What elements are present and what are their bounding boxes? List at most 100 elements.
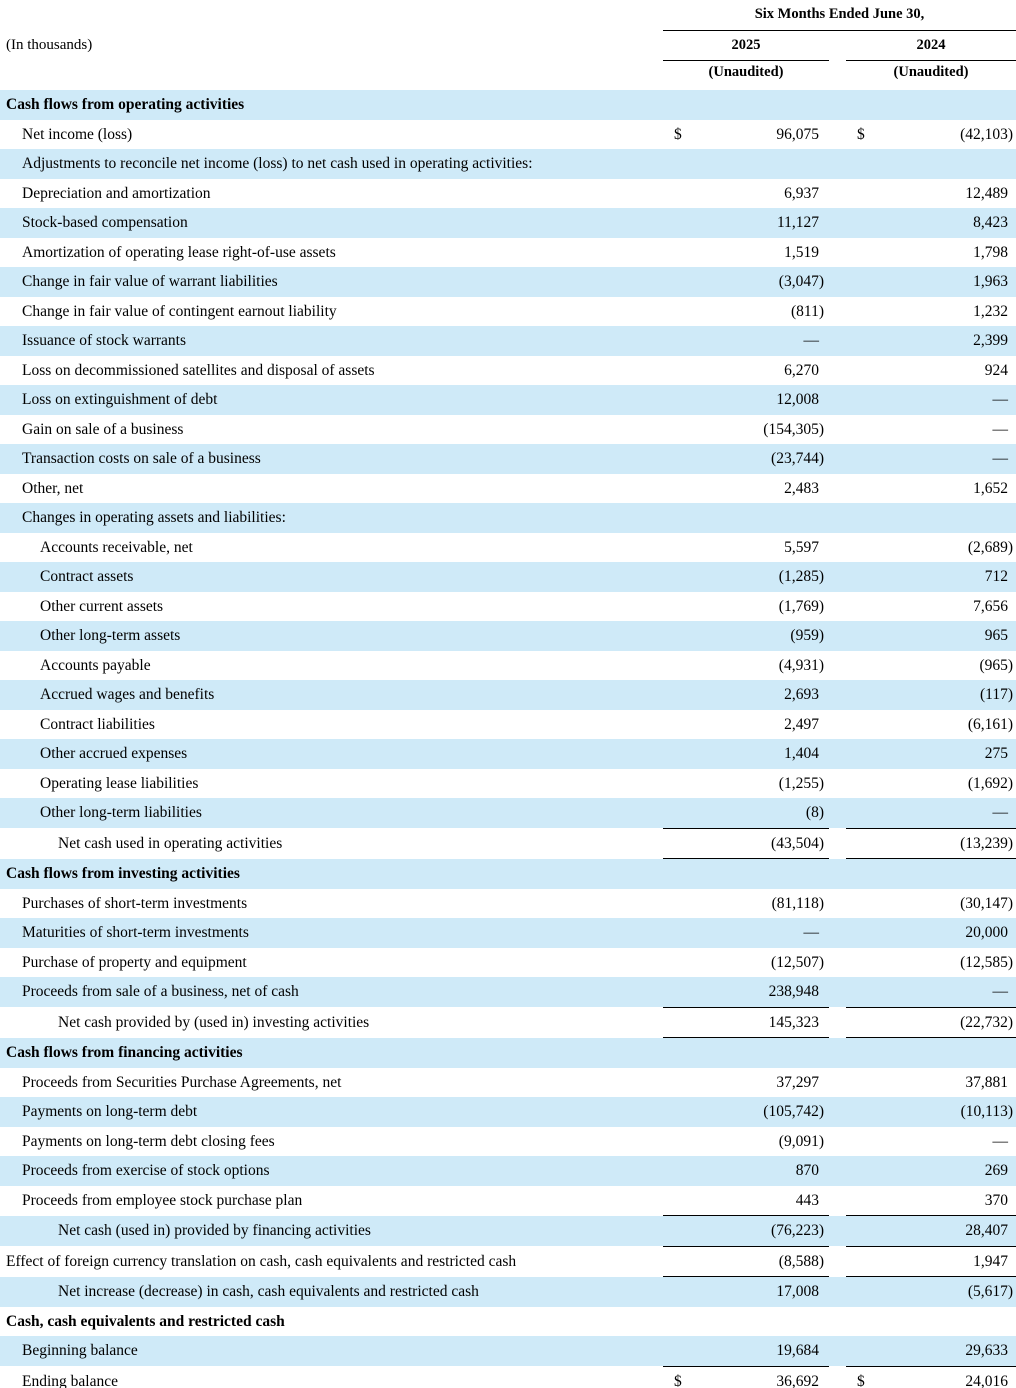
negative-value: (30,147) — [960, 894, 1014, 912]
value-2024: 924 — [984, 361, 1009, 379]
dollar-sign-2024 — [846, 1246, 876, 1277]
value-2025: 19,684 — [695, 1336, 829, 1367]
table-row: Contract assets (1,285) 712 — [0, 562, 1016, 592]
value-2025: 145,323 — [695, 1007, 829, 1038]
column-gap — [829, 297, 846, 327]
dollar-sign-2025: $ — [663, 1366, 695, 1388]
row-label: Loss on extinguishment of debt — [0, 385, 663, 415]
value-2024: (117) — [876, 680, 1016, 710]
value-2025: (1,769) — [695, 592, 829, 622]
negative-value: (76,223) — [771, 1222, 824, 1240]
value-2025 — [695, 149, 829, 179]
row-label: Contract assets — [0, 562, 663, 592]
dollar-sign-2025 — [663, 385, 695, 415]
table-row: Proceeds from Securities Purchase Agreem… — [0, 1068, 1016, 1098]
value-2025: 870 — [695, 1156, 829, 1186]
dollar-sign-2024 — [846, 444, 876, 474]
dollar-sign-2025 — [663, 918, 695, 948]
value-2024: 2,399 — [876, 326, 1016, 356]
value-2025: (43,504) — [695, 828, 829, 859]
value-2024: 965 — [876, 621, 1016, 651]
value-2024: (6,161) — [876, 710, 1016, 740]
value-2025: 37,297 — [776, 1073, 819, 1091]
value-2025: (959) — [695, 621, 829, 651]
dollar-sign-2025 — [663, 1097, 695, 1127]
table-row: Payments on long-term debt (105,742) (10,1… — [0, 1097, 1016, 1127]
column-gap — [829, 61, 846, 85]
dollar-sign-2024 — [846, 621, 876, 651]
dollar-sign-2024: $ — [846, 1366, 876, 1388]
column-gap — [829, 739, 846, 769]
value-2024: 1,652 — [973, 479, 1009, 497]
table-row: Proceeds from exercise of stock options 8… — [0, 1156, 1016, 1186]
table-row: Transaction costs on sale of a business (… — [0, 444, 1016, 474]
dollar-sign-2024 — [846, 1307, 876, 1337]
row-label: Payments on long-term debt — [0, 1097, 663, 1127]
value-2025: (8) — [695, 798, 829, 829]
row-label: Purchases of short-term investments — [22, 894, 248, 912]
value-2024: 12,489 — [965, 184, 1009, 202]
value-2025: (12,507) — [695, 948, 829, 978]
dollar-sign-2024 — [846, 415, 876, 445]
dollar-sign-2025 — [663, 149, 695, 179]
negative-value: (3,047) — [778, 273, 824, 291]
column-gap — [829, 533, 846, 563]
column-gap — [829, 858, 846, 889]
table-row: Net increase (decrease) in cash, cash eq… — [0, 1276, 1016, 1307]
table-row: Beginning balance 19,684 29,633 — [0, 1336, 1016, 1367]
table-row: Other, net 2,483 1,652 — [0, 474, 1016, 504]
value-2025: 6,937 — [784, 184, 819, 202]
row-label: Cash flows from investing activities — [0, 858, 663, 889]
dollar-sign-2024 — [846, 149, 876, 179]
value-2025 — [695, 1307, 829, 1337]
value-2024 — [876, 503, 1016, 533]
value-2024: 1,232 — [973, 302, 1009, 320]
dollar-sign-2025 — [663, 562, 695, 592]
dollar-sign-2025 — [663, 356, 695, 386]
value-2024: 29,633 — [876, 1336, 1016, 1367]
dollar-sign-2024 — [846, 858, 876, 889]
dollar-sign-2025 — [663, 739, 695, 769]
value-2025: 5,597 — [784, 538, 819, 556]
value-2024: — — [876, 798, 1016, 829]
value-2025: 36,692 — [695, 1366, 829, 1388]
value-2024: 1,947 — [876, 1246, 1016, 1277]
value-2025: (81,118) — [695, 889, 829, 919]
table-row: Cash, cash equivalents and restricted ca… — [0, 1307, 1016, 1337]
dollar-sign-2024 — [846, 769, 876, 799]
dollar-sign-2025 — [663, 858, 695, 889]
value-2024: (42,103) — [876, 120, 1016, 150]
table-row: Proceeds from sale of a business, net of… — [0, 977, 1016, 1008]
table-row: Cash flows from operating activities — [0, 90, 1016, 120]
row-label: Other accrued expenses — [0, 739, 663, 769]
unaudited-2025-label: (Unaudited) — [708, 63, 784, 80]
dollar-sign-2025 — [663, 1037, 695, 1068]
column-gap — [829, 444, 846, 474]
dollar-sign-2025 — [663, 533, 695, 563]
column-gap — [829, 769, 846, 799]
year-header-row: (In thousands) 2025 2024 — [0, 30, 1016, 61]
column-gap — [829, 474, 846, 504]
dollar-sign-2024 — [846, 503, 876, 533]
negative-value: (43,504) — [771, 834, 824, 852]
value-2025: 2,693 — [695, 680, 829, 710]
value-2024: (1,692) — [876, 769, 1016, 799]
negative-value: (10,113) — [960, 1103, 1014, 1121]
value-2025: 2,497 — [784, 715, 819, 733]
table-row: Operating lease liabilities (1,255) (1,692… — [0, 769, 1016, 799]
value-2024: — — [992, 1132, 1009, 1150]
table-row: Net income (loss) $96,075 $ (42,103) — [0, 120, 1016, 150]
value-2025: (811) — [695, 297, 829, 327]
dollar-sign-2025 — [663, 1185, 695, 1216]
column-gap — [829, 798, 846, 828]
value-2024: 37,881 — [965, 1073, 1009, 1091]
dollar-sign-2025 — [663, 179, 695, 209]
in-thousands-label: (In thousands) — [6, 37, 93, 54]
column-gap — [829, 208, 846, 238]
table-row: Other long-term liabilities (8) — — [0, 798, 1016, 829]
unaudited-header-row: (Unaudited) (Unaudited) — [0, 61, 1016, 85]
table-row: Issuance of stock warrants — 2,399 — [0, 326, 1016, 356]
column-gap — [829, 267, 846, 297]
dollar-sign-2024 — [846, 918, 876, 948]
